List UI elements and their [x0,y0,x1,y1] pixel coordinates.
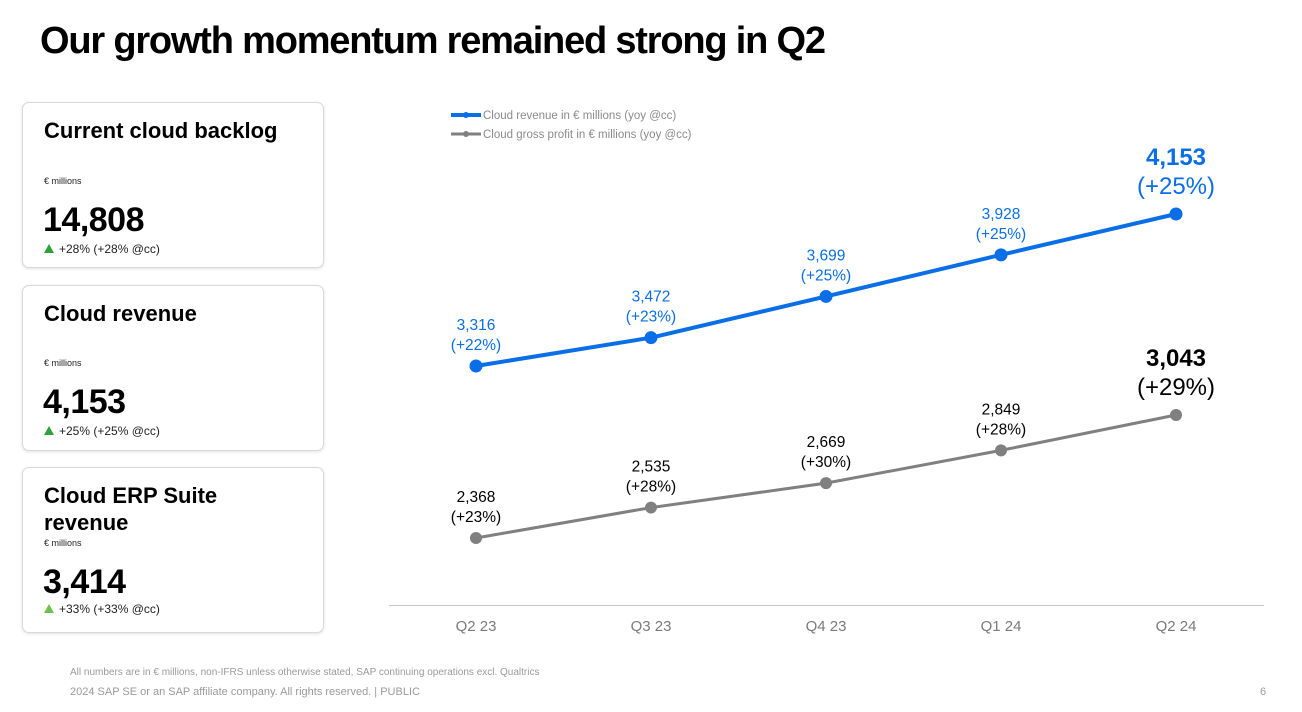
kpi-change-text: +33% (+33% @cc) [59,602,160,616]
data-point [819,289,833,303]
kpi-unit: € millions [44,538,82,548]
data-label: 2,368 [457,489,496,506]
page-title: Our growth momentum remained strong in Q… [40,20,826,62]
x-tick-label: Q1 24 [981,618,1022,635]
growth-label: (+29%) [1137,374,1215,401]
up-arrow-icon [44,426,54,435]
growth-label: (+23%) [626,309,676,326]
kpi-title: Cloud revenue [44,301,197,326]
data-label: 2,669 [807,434,846,451]
kpi-change: +25% (+25% @cc) [44,424,160,438]
data-label: 3,472 [632,289,671,306]
legend-label: Cloud revenue in € millions (yoy @cc) [483,110,676,122]
legend-swatch-marker [463,131,469,137]
kpi-change: +28% (+28% @cc) [44,242,160,256]
growth-label: (+25%) [976,226,1026,243]
growth-label: (+30%) [801,454,851,471]
kpi-card-cloud-revenue: Cloud revenue € millions 4,153 +25% (+25… [22,285,324,451]
data-point [469,359,483,373]
kpi-card-cloud-backlog: Current cloud backlog € millions 14,808 … [22,102,324,268]
data-point [820,477,832,490]
data-label: 3,316 [457,317,496,334]
data-label: 3,043 [1146,345,1206,372]
data-label: 3,699 [807,247,846,264]
data-point [994,248,1008,262]
growth-label: (+28%) [626,479,676,496]
data-point [1169,207,1183,221]
x-tick-label: Q4 23 [806,618,847,635]
x-tick-label: Q3 23 [631,618,672,635]
growth-label: (+28%) [976,421,1026,438]
kpi-unit: € millions [44,358,82,368]
footer-copyright: 2024 SAP SE or an SAP affiliate company.… [70,686,420,698]
growth-label: (+22%) [451,337,501,354]
legend-swatch-marker [463,112,469,118]
kpi-title: Cloud ERP Suite revenue [44,483,218,535]
growth-label: (+23%) [451,509,501,526]
legend-label: Cloud gross profit in € millions (yoy @c… [483,129,692,141]
data-label: 3,928 [982,206,1021,223]
kpi-change-text: +25% (+25% @cc) [59,424,160,438]
data-label: 2,535 [632,459,671,476]
data-point [644,331,658,345]
x-tick-label: Q2 23 [456,618,497,635]
kpi-value: 4,153 [43,383,126,421]
data-point [995,444,1007,457]
up-arrow-icon [44,244,54,253]
kpi-change-text: +28% (+28% @cc) [59,242,160,256]
x-tick-label: Q2 24 [1156,618,1197,635]
page-number: 6 [1260,686,1267,698]
footer-note: All numbers are in € millions, non-IFRS … [70,667,540,678]
kpi-card-cloud-erp-suite-revenue: Cloud ERP Suite revenue € millions 3,414… [22,467,324,633]
up-arrow-icon [44,604,54,613]
data-point [1170,409,1182,421]
kpi-unit: € millions [44,176,82,186]
data-label: 2,849 [982,401,1021,418]
kpi-value: 14,808 [43,201,145,239]
growth-label: (+25%) [801,267,851,284]
growth-label: (+25%) [1137,173,1215,200]
kpi-value: 3,414 [43,563,126,601]
data-point [470,532,482,544]
data-label: 4,153 [1146,144,1206,171]
kpi-title: Current cloud backlog [44,118,278,143]
kpi-change: +33% (+33% @cc) [44,602,160,616]
data-point [645,501,657,514]
